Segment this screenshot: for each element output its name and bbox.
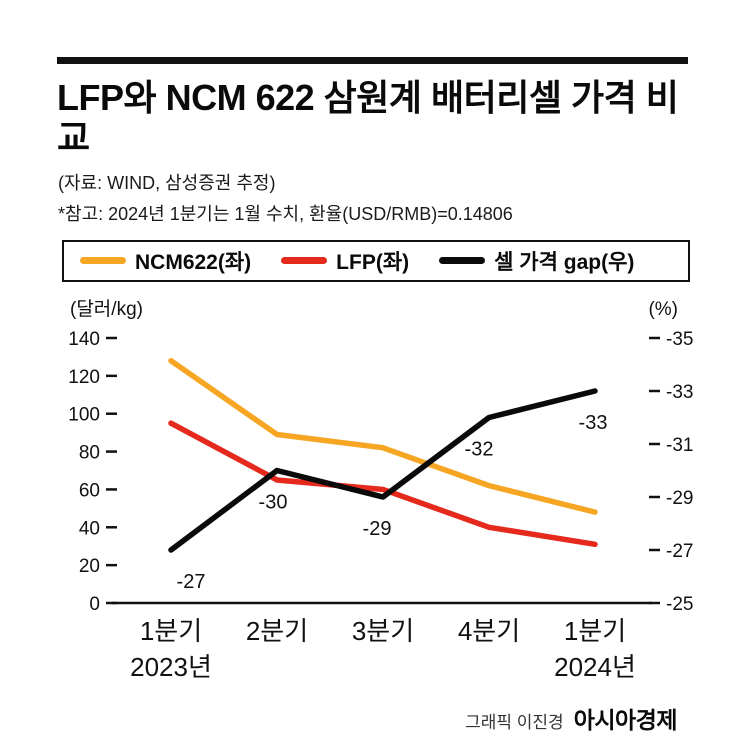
price-comparison-chart: (달러/kg) (%) 140 120 100 80 60 40 20 0 -35 -33 -31 -… [0,290,745,695]
legend-item-gap: 셀 가격 gap(우) [439,246,634,276]
svg-text:3분기: 3분기 [352,616,414,646]
svg-text:1분기: 1분기 [140,616,202,646]
svg-text:-29: -29 [666,488,693,509]
graphic-credit: 그래픽 이진경 [465,712,564,732]
footnote: *참고: 2024년 1분기는 1월 수치, 환율(USD/RMB)=0.148… [58,203,513,224]
lfp-line-swatch-icon [281,257,328,265]
asiae-logo-mark-icon [679,701,688,710]
svg-text:-35: -35 [666,329,693,350]
svg-text:40: 40 [79,518,100,539]
top-rule [57,57,688,64]
svg-text:60: 60 [79,480,100,501]
svg-text:-31: -31 [666,435,693,456]
svg-text:-27: -27 [177,571,206,593]
footer: 그래픽 이진경 아시아경제 [0,701,688,735]
source-note: (자료: WIND, 삼성증권 추정) [58,172,276,193]
chart-legend: NCM622(좌) LFP(좌) 셀 가격 gap(우) [62,239,690,282]
chart-canvas: (달러/kg) (%) 140 120 100 80 60 40 20 0 -35 -33 -31 -… [68,298,693,682]
chart-plot-area: 140 120 100 80 60 40 20 0 -35 -33 -31 -29 -27 -25 -27 -… [68,329,693,682]
svg-text:2023년: 2023년 [130,652,212,682]
svg-text:140: 140 [68,329,100,350]
svg-text:4분기: 4분기 [458,616,520,646]
svg-text:-30: -30 [259,491,288,513]
svg-text:-32: -32 [465,438,494,460]
right-axis-unit: (%) [648,299,678,320]
svg-text:0: 0 [89,594,100,615]
gap-line-swatch-icon [439,257,486,265]
svg-text:2024년: 2024년 [554,652,636,682]
svg-text:-29: -29 [363,518,392,540]
legend-item-lfp: LFP(좌) [281,246,409,276]
svg-text:2분기: 2분기 [246,616,308,646]
left-axis-unit: (달러/kg) [70,298,143,320]
svg-text:-27: -27 [666,541,693,562]
legend-label: LFP(좌) [336,250,410,274]
legend-label: 셀 가격 gap(우) [494,250,635,274]
svg-text:-33: -33 [579,412,608,434]
legend-item-ncm622: NCM622(좌) [80,246,251,276]
svg-text:20: 20 [79,556,100,577]
page-title: LFP와 NCM 622 삼원계 배터리셀 가격 비교 [57,77,679,159]
svg-text:-33: -33 [666,382,693,403]
svg-text:120: 120 [68,366,100,387]
svg-text:1분기: 1분기 [564,616,626,646]
svg-text:80: 80 [79,442,100,463]
asiae-brand-logo: 아시아경제 [573,706,678,733]
svg-text:100: 100 [68,404,100,425]
svg-text:-25: -25 [666,594,693,615]
legend-label: NCM622(좌) [135,250,252,274]
ncm622-line-swatch-icon [80,257,126,265]
